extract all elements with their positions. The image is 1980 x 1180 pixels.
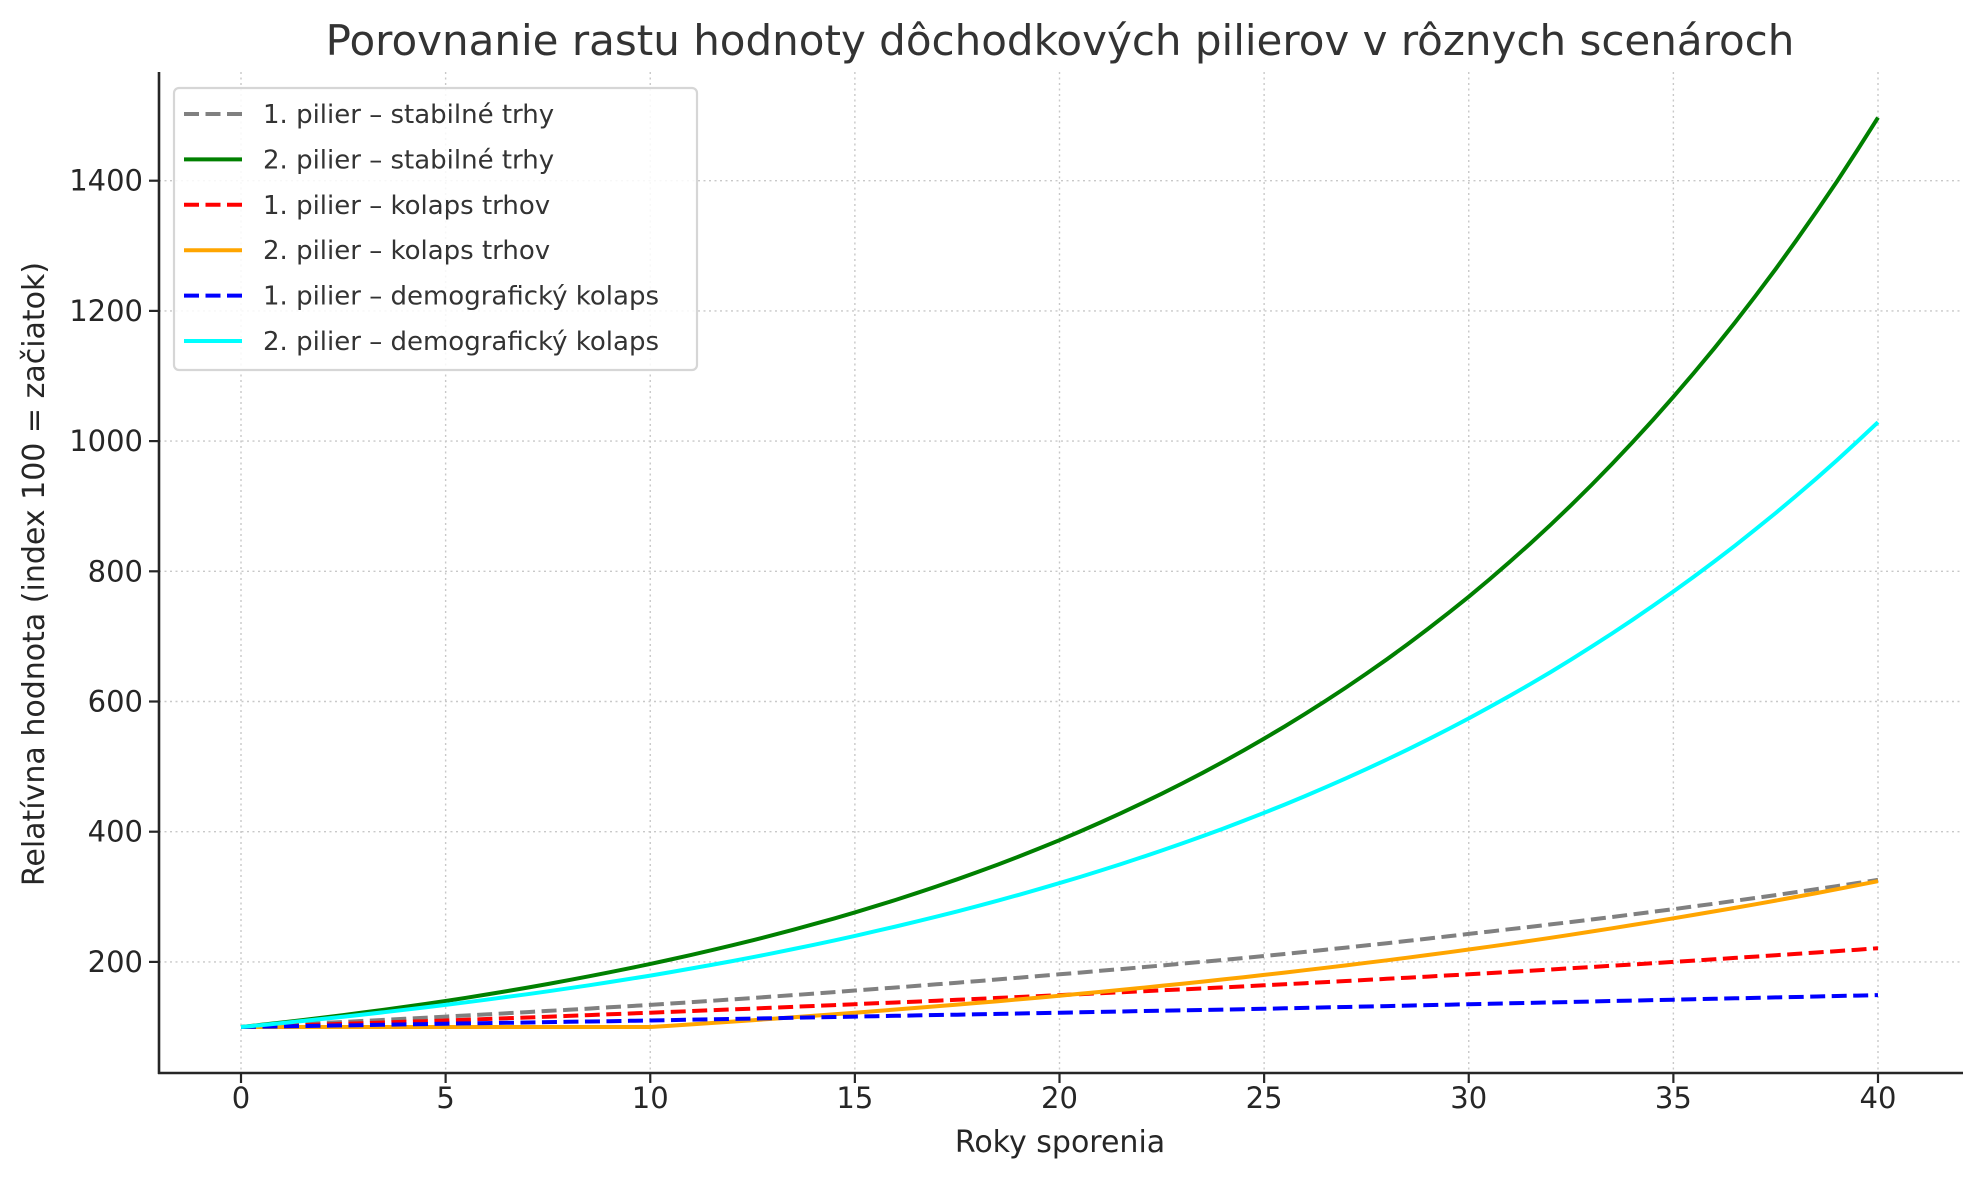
- series-line-1: [240, 877, 1879, 1029]
- x-tick-label: 5: [436, 1081, 454, 1115]
- legend-box: [172, 86, 699, 372]
- x-axis-label: Roky sporenia: [955, 1125, 1165, 1160]
- y-axis-label: Relatívna hodnota (index 100 = začiatok): [17, 262, 52, 886]
- series-layer: [240, 116, 1880, 1029]
- y-tick-label: 1400: [69, 164, 143, 198]
- y-tick-label: 800: [88, 554, 143, 588]
- x-tick-label: 20: [1041, 1081, 1078, 1115]
- legend-label: 2. pilier – demografický kolaps: [263, 327, 659, 357]
- y-tick-label: 400: [88, 815, 143, 849]
- series-line-5: [240, 993, 1879, 1029]
- series-line-4: [241, 879, 1879, 1029]
- legend-label: 1. pilier – demografický kolaps: [263, 282, 659, 312]
- y-tick-label: 1200: [69, 294, 143, 328]
- x-tick-label: 10: [632, 1081, 669, 1115]
- y-axis-ticks: 200 400 600 800 1000 1200 1400: [69, 164, 159, 979]
- x-axis-ticks: 0 5 10 15 20 25 30 35 40: [232, 1073, 1897, 1115]
- legend-label: 2. pilier – kolaps trhov: [263, 236, 550, 266]
- x-tick-label: 0: [232, 1081, 250, 1115]
- y-tick-label: 1000: [69, 424, 143, 458]
- legend: 1. pilier – stabilné trhy 2. pilier – sta…: [172, 86, 699, 372]
- legend-label: 2. pilier – stabilné trhy: [263, 145, 554, 175]
- x-tick-label: 25: [1246, 1081, 1283, 1115]
- series-line-2: [240, 116, 1880, 1029]
- x-tick-label: 30: [1450, 1081, 1487, 1115]
- x-tick-label: 40: [1860, 1081, 1897, 1115]
- x-tick-label: 35: [1655, 1081, 1692, 1115]
- series-line-6: [240, 420, 1880, 1029]
- y-tick-label: 200: [88, 945, 143, 979]
- legend-label: 1. pilier – stabilné trhy: [263, 100, 554, 130]
- x-tick-label: 15: [836, 1081, 873, 1115]
- chart-title: Porovnanie rastu hodnoty dôchodkových pi…: [326, 16, 1795, 65]
- y-tick-label: 600: [88, 685, 143, 719]
- legend-label: 1. pilier – kolaps trhov: [263, 191, 550, 221]
